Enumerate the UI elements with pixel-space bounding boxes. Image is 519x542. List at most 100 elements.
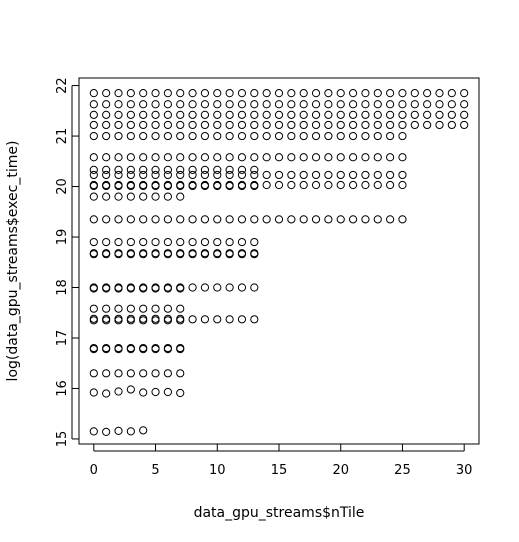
data-point xyxy=(435,100,444,109)
data-point xyxy=(151,131,160,141)
data-point xyxy=(225,89,234,98)
data-point xyxy=(213,120,222,130)
data-point xyxy=(139,181,148,191)
data-point xyxy=(126,120,135,130)
data-point xyxy=(373,89,382,98)
data-point xyxy=(373,215,382,224)
data-point xyxy=(262,110,271,119)
y-tick-label: 20 xyxy=(55,178,70,195)
data-point xyxy=(274,100,284,109)
data-point xyxy=(126,110,135,119)
data-point xyxy=(299,215,308,224)
data-point xyxy=(250,100,259,109)
data-point xyxy=(324,100,333,109)
data-point xyxy=(102,215,111,224)
data-point xyxy=(336,100,345,109)
data-point xyxy=(225,170,234,180)
data-point xyxy=(361,100,370,109)
data-point xyxy=(423,110,432,119)
data-point xyxy=(163,153,172,162)
data-point xyxy=(114,304,123,313)
data-point xyxy=(102,89,111,98)
y-tick-label: 18 xyxy=(55,279,70,296)
data-point xyxy=(188,89,197,98)
data-point xyxy=(237,153,247,162)
data-point xyxy=(225,215,234,224)
x-tick-label: 5 xyxy=(151,463,159,478)
x-axis-label: data_gpu_streams$nTile xyxy=(194,505,365,521)
data-point xyxy=(423,120,432,130)
data-point xyxy=(102,304,111,313)
data-point xyxy=(102,120,111,130)
data-point xyxy=(176,250,185,259)
data-point xyxy=(250,110,259,119)
data-point xyxy=(225,131,234,141)
data-point xyxy=(151,165,160,174)
data-point xyxy=(348,180,358,190)
data-point xyxy=(386,89,395,98)
data-point xyxy=(262,100,271,109)
data-point xyxy=(299,153,308,162)
axes-layer: 0 5 10 15 20 25 30 15 16 17 18 19 20 21 22 xyxy=(55,77,480,478)
data-point xyxy=(225,315,234,324)
data-point xyxy=(126,153,135,162)
data-point xyxy=(386,131,395,141)
data-point xyxy=(139,89,148,98)
data-point xyxy=(151,250,160,259)
data-point xyxy=(213,315,222,324)
data-point xyxy=(89,304,98,313)
data-point xyxy=(386,110,395,119)
data-point xyxy=(250,120,259,130)
data-point xyxy=(139,131,148,141)
data-point xyxy=(225,181,234,191)
data-point xyxy=(151,89,160,98)
data-point xyxy=(225,153,234,162)
y-tick-label: 19 xyxy=(55,229,70,246)
x-tick-label: 20 xyxy=(332,463,349,478)
data-point xyxy=(89,237,98,247)
data-point xyxy=(447,120,456,130)
data-point xyxy=(213,215,222,224)
data-point xyxy=(151,215,160,224)
data-point xyxy=(311,89,321,98)
data-point xyxy=(225,120,234,130)
data-point xyxy=(274,120,284,130)
data-point xyxy=(139,237,148,247)
data-point xyxy=(336,89,345,98)
data-point xyxy=(114,426,123,435)
data-point xyxy=(386,120,395,130)
data-point xyxy=(102,192,111,201)
data-point xyxy=(311,153,321,162)
data-point xyxy=(102,284,111,293)
data-point xyxy=(311,170,321,180)
data-point xyxy=(250,89,259,98)
data-point xyxy=(151,192,160,201)
data-point xyxy=(126,131,135,141)
data-point xyxy=(188,153,197,162)
data-point xyxy=(163,316,172,325)
data-point xyxy=(163,110,172,119)
data-point xyxy=(126,369,135,378)
data-point xyxy=(299,180,308,190)
data-point xyxy=(398,180,407,190)
data-point xyxy=(398,110,407,119)
points-layer xyxy=(89,89,469,436)
data-point xyxy=(311,110,321,119)
data-point xyxy=(176,170,185,180)
data-point xyxy=(163,165,172,174)
data-point xyxy=(176,165,185,174)
data-point xyxy=(237,250,247,259)
data-point xyxy=(361,180,370,190)
data-point xyxy=(139,344,148,354)
data-point xyxy=(398,215,407,224)
data-point xyxy=(373,180,382,190)
data-point xyxy=(139,388,148,397)
data-point xyxy=(336,131,345,141)
data-point xyxy=(114,153,123,162)
data-point xyxy=(163,192,172,201)
data-point xyxy=(176,237,185,247)
data-point xyxy=(89,110,98,119)
data-point xyxy=(423,100,432,109)
data-point xyxy=(151,153,160,162)
data-point xyxy=(139,250,148,259)
